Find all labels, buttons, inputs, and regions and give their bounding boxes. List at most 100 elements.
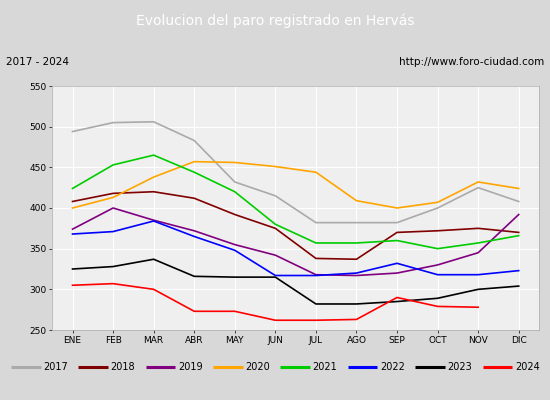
Line: 2017: 2017 (73, 122, 519, 223)
2024 (232, 309, 238, 314)
2019 (475, 250, 481, 255)
Text: 2017: 2017 (43, 362, 68, 372)
2024 (191, 309, 197, 314)
2017 (191, 138, 197, 143)
2020 (312, 170, 319, 175)
2017 (353, 220, 360, 225)
Line: 2018: 2018 (73, 192, 519, 259)
2024 (353, 317, 360, 322)
2019 (515, 212, 522, 217)
2021 (232, 189, 238, 194)
2020 (475, 180, 481, 184)
2020 (191, 159, 197, 164)
2021 (515, 233, 522, 238)
2021 (191, 170, 197, 175)
Text: 2022: 2022 (380, 362, 405, 372)
2017 (110, 120, 117, 125)
2021 (150, 153, 157, 158)
2017 (69, 129, 76, 134)
2023 (434, 296, 441, 301)
2020 (394, 206, 400, 210)
Text: 2023: 2023 (448, 362, 472, 372)
Text: 2018: 2018 (111, 362, 135, 372)
2018 (232, 212, 238, 217)
2024 (150, 287, 157, 292)
2017 (150, 119, 157, 124)
2024 (272, 318, 279, 323)
2017 (475, 185, 481, 190)
2017 (272, 193, 279, 198)
2023 (475, 287, 481, 292)
2022 (110, 229, 117, 234)
2022 (272, 273, 279, 278)
2021 (434, 246, 441, 251)
2024 (312, 318, 319, 323)
2018 (69, 199, 76, 204)
2021 (475, 240, 481, 245)
2022 (394, 261, 400, 266)
2024 (434, 304, 441, 309)
2022 (69, 232, 76, 236)
2022 (353, 271, 360, 276)
2024 (475, 305, 481, 310)
2022 (191, 234, 197, 239)
2022 (232, 248, 238, 253)
Line: 2020: 2020 (73, 162, 519, 208)
2021 (312, 240, 319, 245)
2019 (191, 228, 197, 233)
2022 (515, 268, 522, 273)
2023 (515, 284, 522, 288)
2020 (150, 175, 157, 180)
Line: 2019: 2019 (73, 208, 519, 276)
2020 (434, 200, 441, 205)
2020 (232, 160, 238, 165)
2023 (110, 264, 117, 269)
2017 (394, 220, 400, 225)
2018 (150, 189, 157, 194)
2020 (515, 186, 522, 191)
2019 (312, 272, 319, 277)
2020 (110, 195, 117, 200)
2021 (394, 238, 400, 243)
2020 (353, 198, 360, 203)
2021 (110, 162, 117, 167)
2023 (232, 275, 238, 280)
Line: 2024: 2024 (73, 284, 478, 320)
2021 (353, 240, 360, 245)
2018 (475, 226, 481, 231)
2019 (110, 206, 117, 210)
Line: 2021: 2021 (73, 155, 519, 249)
2022 (150, 219, 157, 224)
2023 (353, 302, 360, 306)
2019 (353, 273, 360, 278)
2019 (272, 253, 279, 258)
2024 (394, 295, 400, 300)
2020 (69, 206, 76, 210)
Text: 2021: 2021 (313, 362, 338, 372)
2023 (150, 257, 157, 262)
2019 (232, 242, 238, 247)
2023 (312, 302, 319, 306)
2017 (434, 206, 441, 210)
2017 (312, 220, 319, 225)
2023 (272, 275, 279, 280)
2018 (515, 230, 522, 235)
2022 (312, 273, 319, 278)
2021 (69, 186, 76, 191)
2022 (434, 272, 441, 277)
2018 (110, 191, 117, 196)
2018 (434, 228, 441, 233)
Line: 2022: 2022 (73, 221, 519, 276)
2024 (69, 283, 76, 288)
2019 (150, 218, 157, 222)
2018 (312, 256, 319, 261)
Text: 2024: 2024 (515, 362, 540, 372)
2023 (191, 274, 197, 279)
2019 (434, 262, 441, 267)
Text: Evolucion del paro registrado en Hervás: Evolucion del paro registrado en Hervás (136, 14, 414, 28)
2022 (475, 272, 481, 277)
2023 (69, 266, 76, 271)
2024 (110, 281, 117, 286)
2021 (272, 222, 279, 227)
Text: http://www.foro-ciudad.com: http://www.foro-ciudad.com (399, 57, 544, 67)
